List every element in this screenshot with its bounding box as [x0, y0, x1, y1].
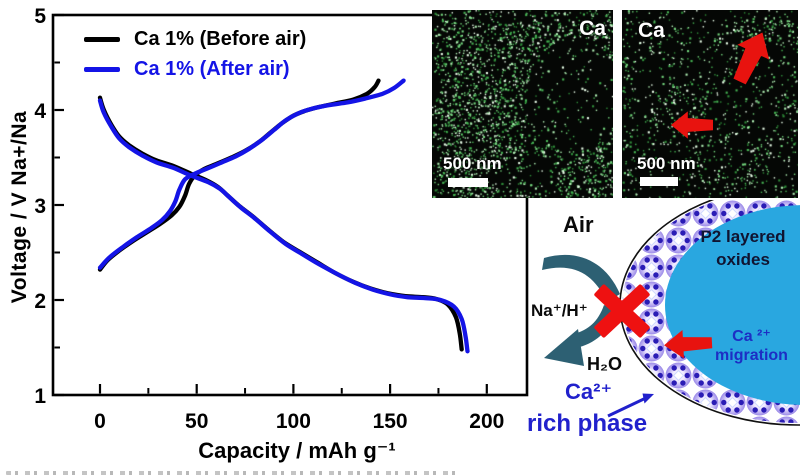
- p2-particle: [665, 205, 800, 405]
- p2-label-line1: P2 layered: [700, 227, 786, 246]
- element-label-ca: Ca: [638, 19, 665, 42]
- legend-line-black: [84, 36, 120, 42]
- eds-map-before-air: Ca 500 nm: [432, 10, 613, 198]
- na-h-label: Na⁺/H⁺: [531, 301, 588, 320]
- y-axis-label: Voltage / V Na+/Na: [8, 110, 31, 304]
- x-tick-label: 50: [185, 410, 208, 433]
- x-tick-label: 150: [373, 410, 408, 433]
- ca-migration-label: Ca ²⁺ migration: [703, 327, 800, 365]
- red-arrow-up-right-icon: [733, 32, 770, 85]
- p2-label-line2: oxides: [716, 250, 770, 269]
- rich-phase-label: rich phase: [527, 410, 648, 437]
- air-label: Air: [563, 212, 594, 237]
- curve-ca-1-after-air--charge: [97, 78, 406, 270]
- scale-bar: [640, 177, 678, 186]
- y-tick-label: 4: [34, 100, 46, 123]
- legend-label: Ca 1% (After air): [134, 57, 290, 80]
- x-tick-label: 0: [94, 410, 106, 433]
- rich-phase-pointer-arrow: [607, 393, 654, 418]
- scale-bar: [448, 178, 488, 187]
- element-label-ca: Ca: [579, 17, 606, 40]
- scale-bar-label: 500 nm: [443, 154, 502, 173]
- eds-speckle-canvas: [432, 10, 613, 198]
- legend-item-before-air: Ca 1% (Before air): [84, 24, 306, 54]
- curve-ca-1-before-air--charge: [97, 78, 381, 272]
- chart-legend: Ca 1% (Before air) Ca 1% (After air): [84, 24, 306, 84]
- eds-map-after-air: Ca 500 nm: [622, 10, 798, 198]
- plot-frame: [51, 13, 529, 397]
- legend-line-blue: [84, 66, 120, 72]
- voltage-capacity-chart: 0 50 100 150 200 1 2 3 4 5: [34, 5, 529, 433]
- migration-label-line1: Ca ²⁺: [732, 328, 771, 345]
- eds-speckle-canvas: [622, 10, 798, 198]
- red-arrow-left-icon: [671, 111, 713, 139]
- x-axis-label: Capacity / mAh g⁻¹: [198, 438, 396, 463]
- legend-label: Ca 1% (Before air): [134, 27, 307, 50]
- x-tick-label: 200: [469, 410, 504, 433]
- clipped-caption-remnant: [6, 471, 458, 475]
- mechanism-schematic: [542, 200, 800, 426]
- legend-item-after-air: Ca 1% (After air): [84, 54, 306, 84]
- blocked-x-icon: [594, 284, 650, 338]
- curve-ca-1-after-air--discharge: [97, 98, 470, 354]
- y-tick-label: 5: [34, 5, 46, 28]
- x-tick-label: 100: [276, 410, 311, 433]
- y-tick-label: 3: [34, 195, 46, 218]
- ca-ion-label: Ca²⁺: [565, 379, 613, 404]
- migration-arrow-icon: [664, 329, 713, 359]
- y-tick-label: 1: [34, 385, 46, 408]
- migration-label-line2: migration: [715, 347, 788, 364]
- scale-bar-label: 500 nm: [637, 154, 696, 173]
- y-tick-label: 2: [34, 290, 46, 313]
- p2-layered-oxides-label: P2 layered oxides: [688, 225, 798, 271]
- h2o-label: H₂O: [587, 354, 622, 374]
- h2o-out-arrow-head: [544, 329, 584, 366]
- eds-annotation-arrows: [671, 32, 770, 139]
